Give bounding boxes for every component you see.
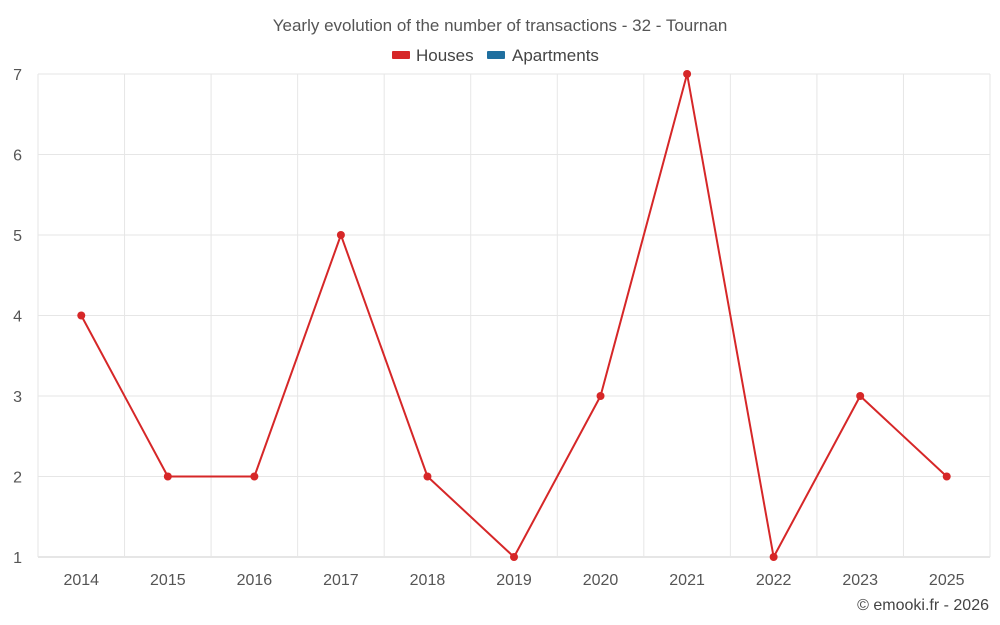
- x-tick-label-2021: 2021: [669, 572, 705, 589]
- data-point-houses-2025[interactable]: [942, 472, 951, 481]
- data-point-houses-2019[interactable]: [510, 553, 518, 561]
- y-tick-label-2: 2: [13, 470, 22, 487]
- x-tick-label-2015: 2015: [150, 572, 186, 589]
- y-tick-label-1: 1: [13, 550, 22, 567]
- legend-item-houses[interactable]: Houses: [392, 46, 474, 65]
- x-tick-label-2016: 2016: [237, 572, 273, 589]
- credit-text: © emooki.fr - 2026: [857, 597, 989, 614]
- data-point-houses-2018[interactable]: [423, 472, 432, 481]
- data-point-houses-2017[interactable]: [336, 231, 345, 239]
- series-layer: [77, 70, 951, 561]
- y-axis-ticks: 1 2 3 4 5 6 7: [13, 67, 22, 567]
- y-tick-label-3: 3: [13, 389, 22, 406]
- x-tick-label-2025: 2025: [929, 572, 965, 589]
- data-point-houses-2020[interactable]: [596, 392, 605, 400]
- x-axis-ticks: 2014 2015 2016 2017 2018 2019 2020 2021 2022 2023…: [63, 572, 964, 589]
- y-tick-label-6: 6: [13, 148, 22, 165]
- data-point-houses-2014[interactable]: [77, 311, 86, 320]
- legend-swatch-apartments: [487, 51, 505, 59]
- x-tick-label-2019: 2019: [496, 572, 532, 589]
- data-point-houses-2021[interactable]: [683, 70, 692, 78]
- x-tick-label-2022: 2022: [756, 572, 792, 589]
- legend-label-apartments: Apartments: [512, 46, 599, 65]
- data-point-houses-2016[interactable]: [250, 472, 259, 481]
- legend: Houses Apartments: [392, 46, 599, 65]
- legend-label-houses: Houses: [416, 46, 474, 65]
- chart-title: Yearly evolution of the number of transa…: [273, 16, 728, 35]
- x-tick-label-2020: 2020: [583, 572, 619, 589]
- data-point-houses-2023[interactable]: [856, 392, 865, 400]
- x-tick-label-2018: 2018: [410, 572, 446, 589]
- x-tick-label-2017: 2017: [323, 572, 359, 589]
- data-point-houses-2015[interactable]: [163, 472, 172, 481]
- y-gridlines: [38, 73, 990, 558]
- x-tick-label-2014: 2014: [63, 572, 99, 589]
- y-tick-label-7: 7: [13, 67, 22, 84]
- legend-item-apartments[interactable]: Apartments: [487, 46, 599, 65]
- y-tick-label-4: 4: [13, 309, 22, 326]
- data-point-houses-2022[interactable]: [769, 553, 778, 561]
- y-tick-label-5: 5: [13, 228, 22, 245]
- legend-swatch-houses: [392, 51, 410, 59]
- x-tick-label-2023: 2023: [842, 572, 878, 589]
